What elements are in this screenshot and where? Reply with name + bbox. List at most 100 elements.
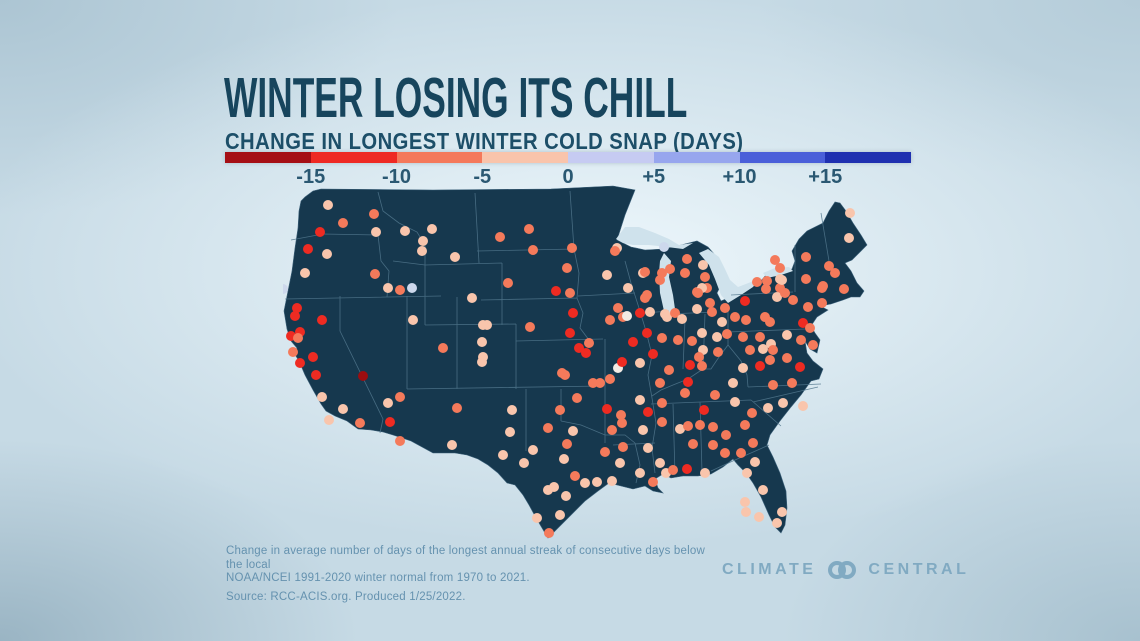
source-note-line3: Source: RCC-ACIS.org. Produced 1/25/2022… bbox=[226, 590, 466, 603]
station-dot bbox=[595, 378, 605, 388]
color-scale-segment bbox=[225, 152, 311, 163]
station-dot bbox=[762, 276, 772, 286]
station-dot bbox=[778, 398, 788, 408]
station-dot bbox=[642, 328, 652, 338]
station-dot bbox=[572, 393, 582, 403]
station-dot bbox=[450, 252, 460, 262]
climate-central-logo: CLIMATE CENTRAL bbox=[722, 560, 969, 580]
station-dot bbox=[657, 398, 667, 408]
station-dot bbox=[772, 518, 782, 528]
station-dot bbox=[293, 333, 303, 343]
station-dot bbox=[700, 272, 710, 282]
station-dot bbox=[311, 370, 321, 380]
station-dot bbox=[528, 445, 538, 455]
station-dot bbox=[635, 308, 645, 318]
station-dot bbox=[722, 329, 732, 339]
station-dot bbox=[741, 507, 751, 517]
station-dot bbox=[477, 357, 487, 367]
source-note-line2: NOAA/NCEI 1991-2020 winter normal from 1… bbox=[226, 572, 530, 584]
station-dot bbox=[845, 208, 855, 218]
station-dot bbox=[657, 268, 667, 278]
station-dot bbox=[752, 277, 762, 287]
station-dot bbox=[677, 314, 687, 324]
station-dot bbox=[655, 458, 665, 468]
station-dot bbox=[581, 348, 591, 358]
station-dot bbox=[584, 338, 594, 348]
station-dot bbox=[617, 418, 627, 428]
color-scale-segment bbox=[482, 152, 568, 163]
color-scale-segment bbox=[396, 152, 483, 163]
station-dot bbox=[495, 232, 505, 242]
station-dot bbox=[408, 315, 418, 325]
station-dot bbox=[568, 426, 578, 436]
station-dot bbox=[740, 420, 750, 430]
station-dot bbox=[400, 226, 410, 236]
station-dot bbox=[543, 423, 553, 433]
color-scale-tick: -10 bbox=[382, 166, 411, 188]
station-dot bbox=[782, 330, 792, 340]
station-dot bbox=[675, 424, 685, 434]
station-dot bbox=[738, 363, 748, 373]
station-dot bbox=[438, 343, 448, 353]
station-dot bbox=[605, 315, 615, 325]
station-dot bbox=[680, 268, 690, 278]
station-dot bbox=[602, 404, 612, 414]
page-title: WINTER LOSING ITS CHILL bbox=[224, 66, 688, 130]
station-dot bbox=[643, 407, 653, 417]
station-dot bbox=[395, 285, 405, 295]
station-dot bbox=[643, 443, 653, 453]
station-dot bbox=[777, 507, 787, 517]
station-dot bbox=[738, 332, 748, 342]
station-dot bbox=[615, 458, 625, 468]
station-dot bbox=[648, 477, 658, 487]
us-map-svg bbox=[278, 185, 868, 539]
station-dot bbox=[555, 405, 565, 415]
station-dot bbox=[628, 337, 638, 347]
station-dot bbox=[740, 497, 750, 507]
color-scale-segment bbox=[310, 152, 397, 163]
station-dot bbox=[292, 303, 302, 313]
station-dot bbox=[323, 200, 333, 210]
station-dot bbox=[567, 243, 577, 253]
station-dot bbox=[617, 357, 627, 367]
station-dot bbox=[645, 307, 655, 317]
station-dot bbox=[775, 274, 785, 284]
station-dot bbox=[355, 418, 365, 428]
station-dot bbox=[478, 320, 488, 330]
station-dot bbox=[730, 397, 740, 407]
color-scale-bar bbox=[225, 152, 911, 163]
station-dot bbox=[600, 447, 610, 457]
station-dot bbox=[635, 468, 645, 478]
station-dot bbox=[570, 471, 580, 481]
station-dot bbox=[736, 448, 746, 458]
station-dot bbox=[839, 284, 849, 294]
station-dot bbox=[698, 260, 708, 270]
station-dot bbox=[477, 337, 487, 347]
station-dot bbox=[503, 278, 513, 288]
station-dot bbox=[562, 439, 572, 449]
color-scale-segment bbox=[739, 152, 826, 163]
station-dot bbox=[288, 347, 298, 357]
station-dot bbox=[683, 377, 693, 387]
station-dot bbox=[618, 442, 628, 452]
station-dot bbox=[623, 283, 633, 293]
station-dot bbox=[697, 361, 707, 371]
station-dot bbox=[300, 268, 310, 278]
logo-text-central: CENTRAL bbox=[868, 561, 970, 578]
station-dot bbox=[817, 298, 827, 308]
station-dot bbox=[688, 439, 698, 449]
station-dot bbox=[324, 415, 334, 425]
station-dot bbox=[613, 303, 623, 313]
station-dot bbox=[395, 436, 405, 446]
station-dot bbox=[588, 378, 598, 388]
station-dot bbox=[720, 448, 730, 458]
station-dot bbox=[720, 303, 730, 313]
station-dot bbox=[507, 405, 517, 415]
station-dot bbox=[803, 302, 813, 312]
station-dot bbox=[795, 362, 805, 372]
station-dot bbox=[670, 308, 680, 318]
station-dot bbox=[385, 417, 395, 427]
station-dot bbox=[693, 288, 703, 298]
color-scale-tick: -5 bbox=[473, 166, 492, 188]
station-dot bbox=[659, 242, 669, 252]
